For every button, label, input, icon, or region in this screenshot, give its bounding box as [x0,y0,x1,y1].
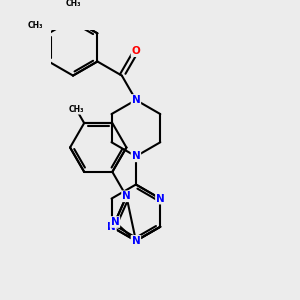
Text: N: N [107,222,116,232]
Text: CH₃: CH₃ [65,0,81,8]
Text: CH₃: CH₃ [28,21,43,30]
Text: N: N [156,194,165,204]
Text: CH₃: CH₃ [69,105,84,114]
Text: N: N [131,236,140,246]
Text: O: O [131,46,140,56]
Text: N: N [131,95,140,105]
Text: N: N [122,191,131,201]
Text: N: N [131,151,140,161]
Text: N: N [111,217,119,227]
